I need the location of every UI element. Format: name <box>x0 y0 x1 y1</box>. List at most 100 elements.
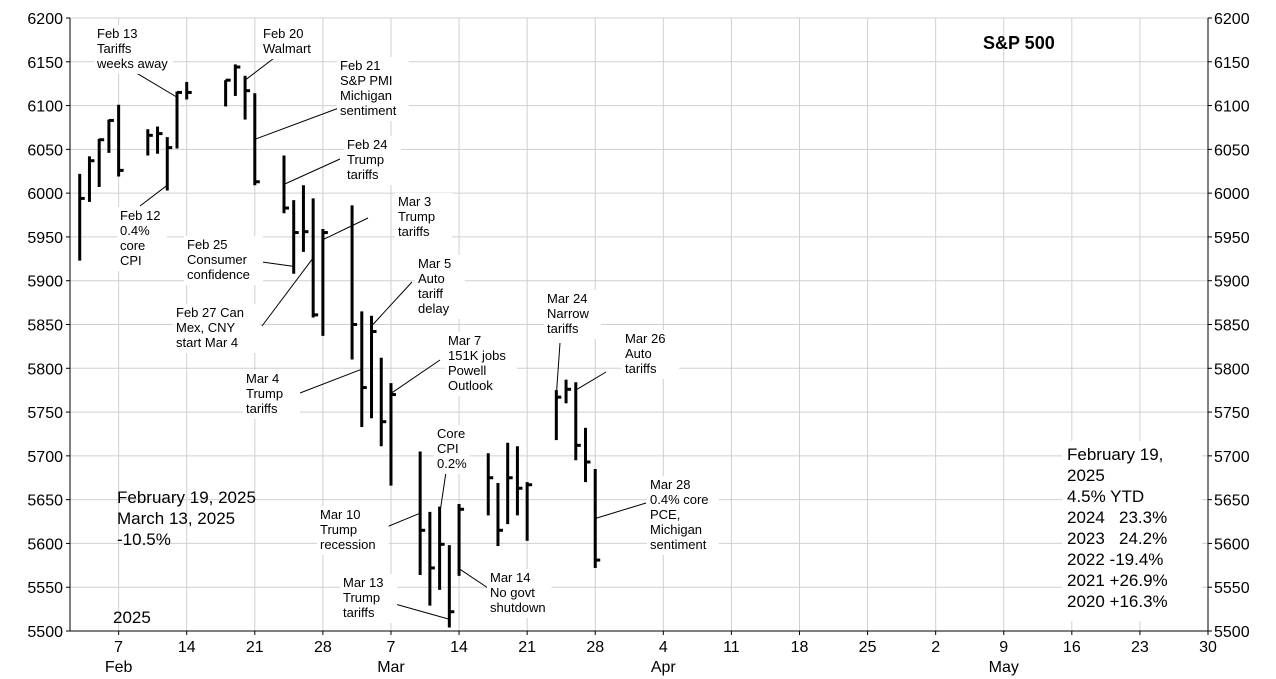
chart-title: S&P 500 <box>983 33 1055 53</box>
x-tick-label: 4 <box>659 639 668 656</box>
annotation-text: tariffs <box>347 167 379 182</box>
annotation-text: Mar 14 <box>490 570 530 585</box>
y-tick-label-left: 5750 <box>27 405 63 422</box>
x-tick-label: 23 <box>1131 639 1149 656</box>
price-bars <box>78 64 601 628</box>
annotation-text: Feb 25 <box>187 237 227 252</box>
y-tick-label-left: 5850 <box>27 318 63 335</box>
x-tick-label: 21 <box>518 639 536 656</box>
annotation-text: Trump <box>347 152 384 167</box>
annotation-text: Feb 12 <box>120 208 160 223</box>
y-tick-label-left: 6150 <box>27 55 63 72</box>
annotation-box <box>344 136 402 185</box>
annotation-text: sentiment <box>340 103 397 118</box>
y-tick-label-right: 5800 <box>1214 361 1250 378</box>
info-left-line: February 19, 2025 <box>117 488 256 507</box>
annotation-text: recession <box>320 537 376 552</box>
annotation-text: Narrow <box>547 306 590 321</box>
month-label: May <box>989 659 1019 676</box>
y-tick-label-left: 5950 <box>27 230 63 247</box>
annotation-text: Trump <box>343 590 380 605</box>
x-tick-label: 28 <box>314 639 332 656</box>
annotation-box <box>487 569 552 618</box>
annotation-text: Mex, CNY <box>176 320 236 335</box>
x-tick-label: 7 <box>387 639 396 656</box>
annotation-text: start Mar 4 <box>176 335 238 350</box>
y-tick-label-left: 6000 <box>27 186 63 203</box>
y-tick-label-right: 6100 <box>1214 99 1250 116</box>
annotation-text: Feb 21 <box>340 58 380 73</box>
info-right-line: February 19, <box>1067 445 1163 464</box>
annotation-text: CPI <box>120 253 142 268</box>
info-right-line: 2023 24.2% <box>1067 529 1167 548</box>
year-label: 2025 <box>113 608 151 627</box>
annotation-text: tariffs <box>343 605 375 620</box>
y-tick-label-left: 5650 <box>27 493 63 510</box>
y-tick-label-right: 5600 <box>1214 536 1250 553</box>
annotation-leader <box>261 261 294 267</box>
annotation-text: Mar 4 <box>246 371 279 386</box>
info-right-box <box>1062 441 1202 621</box>
annotation-text: Core <box>437 426 465 441</box>
annotation-text: tariff <box>418 286 443 301</box>
annotation-text: No govt <box>490 585 535 600</box>
annotation-text: S&P PMI <box>340 73 393 88</box>
annotation-text: Mar 10 <box>320 507 360 522</box>
annotation-leader <box>394 603 450 620</box>
annotation-text: Trump <box>246 386 283 401</box>
info-left-line: -10.5% <box>117 530 171 549</box>
annotation-text: Feb 13 <box>97 26 137 41</box>
annotation-text: Feb 24 <box>347 137 387 152</box>
x-tick-label: 21 <box>246 639 264 656</box>
y-tick-label-left: 5600 <box>27 536 63 553</box>
annotation-box <box>260 25 318 59</box>
x-tick-label: 30 <box>1199 639 1217 656</box>
annotation-text: confidence <box>187 267 250 282</box>
annotation-box <box>622 330 680 379</box>
x-tick-label: 16 <box>1063 639 1081 656</box>
x-tick-label: 18 <box>791 639 809 656</box>
annotation-text: Outlook <box>448 378 493 393</box>
annotation-text: Feb 27 Can <box>176 305 244 320</box>
y-tick-label-left: 6200 <box>27 11 63 28</box>
annotation-leader <box>595 502 647 519</box>
annotation-text: Feb 20 <box>263 26 303 41</box>
annotation-box <box>340 574 398 623</box>
annotation-text: tariffs <box>547 321 579 336</box>
annotation-text: Consumer <box>187 252 248 267</box>
month-label: Apr <box>651 659 677 676</box>
annotation-text: Mar 28 <box>650 477 690 492</box>
annotation-text: Mar 3 <box>398 194 431 209</box>
annotation-leader <box>458 568 489 589</box>
annotation-text: delay <box>418 301 450 316</box>
y-tick-label-right: 5900 <box>1214 274 1250 291</box>
y-tick-label-right: 6050 <box>1214 142 1250 159</box>
y-tick-label-left: 5700 <box>27 449 63 466</box>
y-tick-label-right: 5950 <box>1214 230 1250 247</box>
annotation-text: weeks away <box>96 56 168 71</box>
x-tick-label: 14 <box>178 639 196 656</box>
annotation-text: Michigan <box>340 88 392 103</box>
info-right-line: 4.5% YTD <box>1067 487 1144 506</box>
annotation-leader <box>555 342 561 396</box>
annotation-box <box>317 506 389 555</box>
info-right-line: 2020 +16.3% <box>1067 592 1168 611</box>
info-right-line: 2021 +26.9% <box>1067 571 1168 590</box>
annotation-box <box>445 332 517 396</box>
annotation-leader <box>139 184 168 207</box>
y-tick-label-left: 6050 <box>27 142 63 159</box>
x-tick-label: 7 <box>114 639 123 656</box>
annotation-text: Mar 7 <box>448 333 481 348</box>
annotation-text: 0.4% core <box>650 492 709 507</box>
y-tick-label-right: 6150 <box>1214 55 1250 72</box>
y-tick-label-right: 6200 <box>1214 11 1250 28</box>
annotation-text: Mar 26 <box>625 331 665 346</box>
annotation-text: tariffs <box>398 224 430 239</box>
annotation-text: tariffs <box>246 401 278 416</box>
info-right-line: 2025 <box>1067 466 1105 485</box>
y-tick-label-left: 5900 <box>27 274 63 291</box>
x-tick-label: 9 <box>999 639 1008 656</box>
y-tick-label-left: 5500 <box>27 624 63 641</box>
